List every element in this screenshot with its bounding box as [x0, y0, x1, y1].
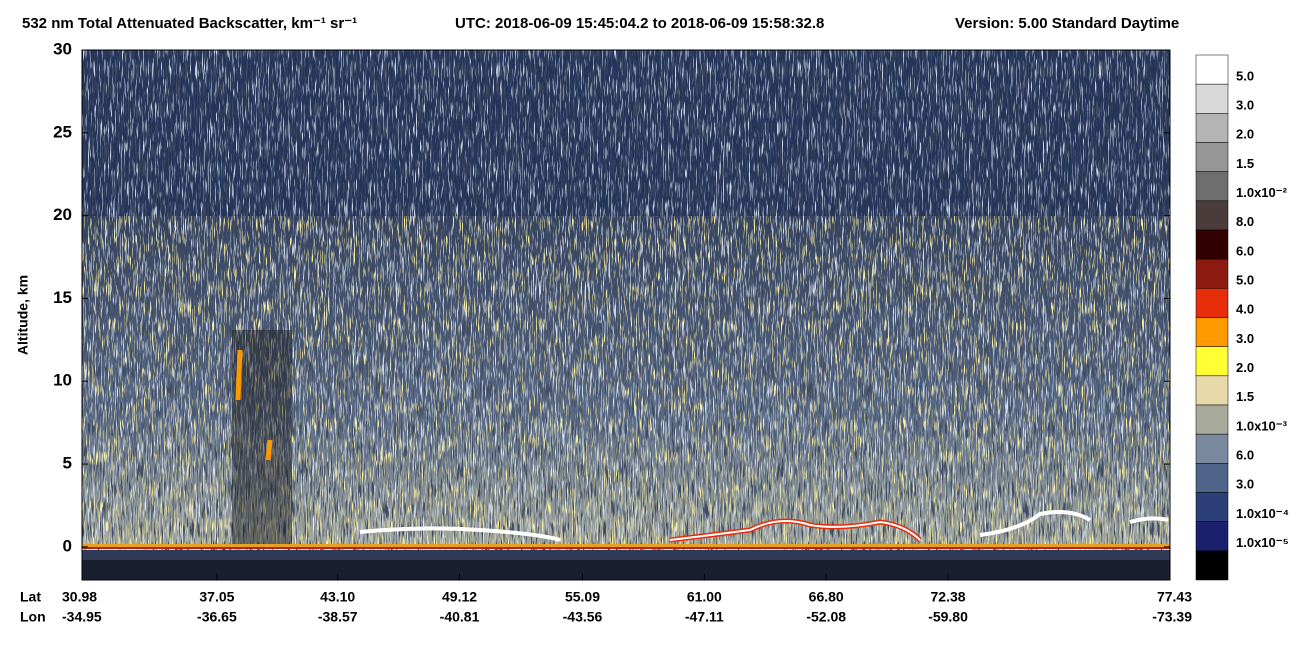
colorbar-segment: [1195, 258, 1229, 289]
lat-tick-label: 66.80: [809, 589, 844, 605]
y-axis-label: Altitude, km: [15, 275, 31, 355]
lat-tick-label: 55.09: [565, 589, 600, 605]
colorbar-label: 3.0: [1236, 97, 1254, 112]
colorbar-segment: [1195, 317, 1229, 347]
colorbar-label: 8.0: [1236, 214, 1254, 229]
colorbar-segment: [1195, 200, 1229, 231]
lon-tick-label: -59.80: [928, 609, 968, 625]
lon-tick-label: -40.81: [440, 609, 480, 625]
y-tick-label: 0: [63, 536, 72, 555]
colorbar-label: 2.0: [1236, 127, 1254, 142]
lon-tick-label: -34.95: [62, 609, 102, 625]
lon-tick-label: -43.56: [563, 609, 603, 625]
colorbar-segment: [1195, 171, 1229, 202]
colorbar-label: 1.0x10⁻²: [1236, 185, 1288, 200]
colorbar-segment: [1195, 375, 1229, 406]
colorbar-segment: [1195, 113, 1229, 143]
lon-tick-label: -73.39: [1152, 609, 1192, 625]
colorbar-label: 1.0x10⁻⁵: [1236, 535, 1289, 550]
lat-tick-label: 49.12: [442, 589, 477, 605]
y-tick-label: 30: [53, 39, 72, 58]
colorbar-label: 5.0: [1236, 272, 1254, 287]
colorbar-segment: [1195, 288, 1229, 318]
colorbar-segment: [1195, 142, 1229, 172]
colorbar-label: 1.5: [1236, 156, 1254, 171]
chart-title: 532 nm Total Attenuated Backscatter, km⁻…: [22, 15, 357, 32]
colorbar-label: 1.5: [1236, 389, 1254, 404]
y-tick-label: 5: [63, 454, 72, 473]
y-tick-label: 20: [53, 205, 72, 224]
plot-frame: [81, 49, 1171, 581]
colorbar-segment: [1195, 229, 1229, 260]
colorbar-label: 4.0: [1236, 302, 1254, 317]
colorbar-label: 5.0: [1236, 68, 1254, 83]
colorbar-segment: [1195, 54, 1229, 85]
lat-tick-label: 61.00: [687, 589, 722, 605]
colorbar-label: 6.0: [1236, 447, 1254, 462]
y-tick-label: 15: [53, 288, 72, 307]
lon-tick-label: -47.11: [685, 609, 724, 625]
lon-tick-label: -38.57: [318, 609, 358, 625]
backscatter-image: [82, 50, 1170, 580]
colorbar-segment: [1195, 550, 1229, 581]
colorbar-label: 2.0: [1236, 360, 1254, 375]
colorbar-segment: [1195, 83, 1229, 114]
colorbar-segment: [1195, 463, 1229, 493]
colorbar-label: 1.0x10⁻⁴: [1236, 506, 1289, 521]
version: Version: 5.00 Standard Daytime: [955, 15, 1179, 32]
lat-tick-label: 77.43: [1157, 589, 1192, 605]
y-tick-label: 10: [53, 371, 72, 390]
lat-label: Lat: [20, 589, 41, 605]
colorbar-segment: [1195, 433, 1229, 464]
lon-label: Lon: [20, 609, 46, 625]
lon-tick-label: -36.65: [197, 609, 237, 625]
lon-tick-label: -52.08: [806, 609, 846, 625]
y-tick-label: 25: [53, 122, 72, 141]
lat-tick-label: 43.10: [320, 589, 355, 605]
colorbar-segment: [1195, 404, 1229, 435]
colorbar-segment: [1195, 346, 1229, 377]
colorbar-segment: [1195, 521, 1229, 552]
lat-tick-label: 30.98: [62, 589, 97, 605]
utc-range: UTC: 2018-06-09 15:45:04.2 to 2018-06-09…: [455, 15, 824, 32]
colorbar-label: 3.0: [1236, 477, 1254, 492]
colorbar-label: 3.0: [1236, 331, 1254, 346]
lat-tick-label: 37.05: [199, 589, 234, 605]
colorbar-label: 6.0: [1236, 243, 1254, 258]
lat-tick-label: 72.38: [931, 589, 966, 605]
colorbar-segment: [1195, 492, 1229, 522]
colorbar-label: 1.0x10⁻³: [1236, 418, 1288, 433]
